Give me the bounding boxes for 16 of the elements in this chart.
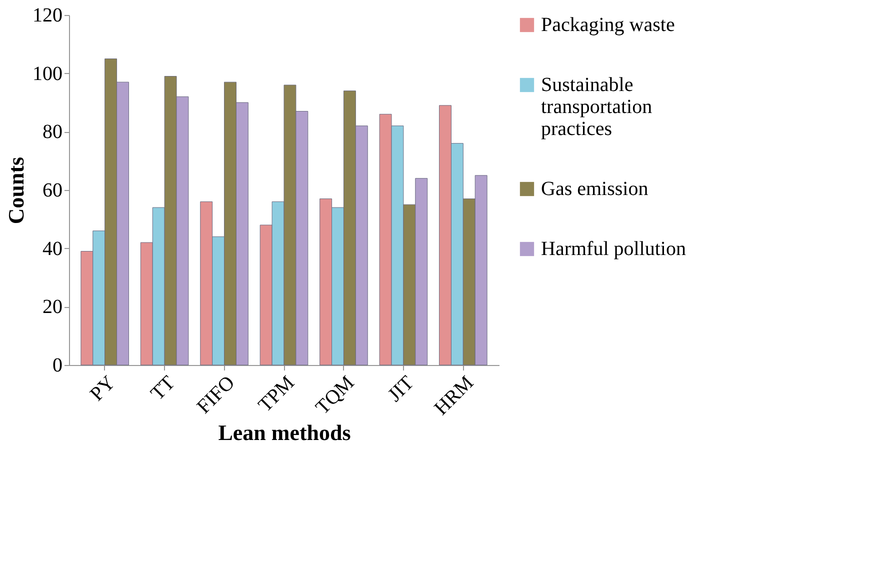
legend-label: Harmful pollution bbox=[541, 238, 686, 260]
y-tick-label: 100 bbox=[32, 62, 62, 85]
x-axis-title: Lean methods bbox=[218, 420, 352, 445]
legend-label: Sustainable transportation practices bbox=[541, 74, 652, 140]
y-tick-label: 0 bbox=[52, 354, 62, 376]
y-axis-title: Counts bbox=[4, 156, 28, 224]
legend-label: Packaging waste bbox=[541, 14, 675, 36]
y-tick-label: 80 bbox=[42, 121, 62, 144]
x-tick-label: JIT bbox=[384, 372, 418, 406]
x-tick-label: PY bbox=[86, 372, 120, 406]
y-tick-label: 60 bbox=[42, 180, 62, 202]
y-tick-label: 40 bbox=[42, 238, 62, 260]
y-tick-label: 120 bbox=[32, 4, 62, 26]
x-tick-label: TT bbox=[146, 372, 180, 405]
y-tick-label: 20 bbox=[42, 296, 62, 318]
legend-label: Gas emission bbox=[541, 178, 648, 200]
